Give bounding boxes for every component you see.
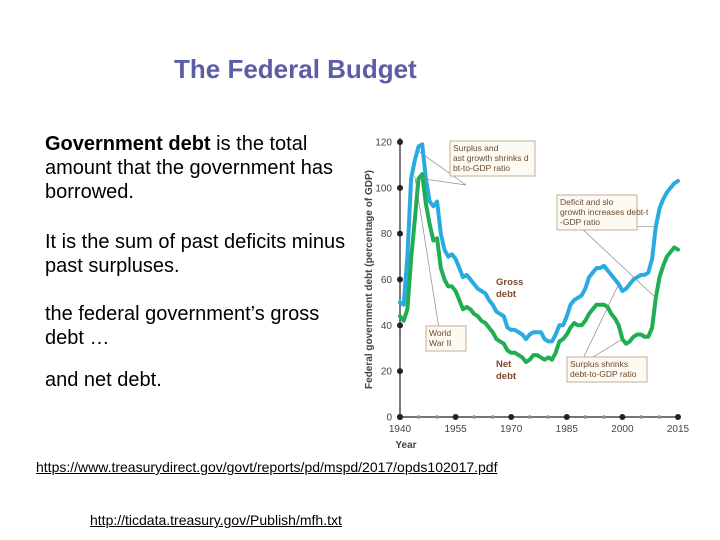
annotation-surplus-shrinks-box [566,356,648,383]
x-tick-dot-1950 [435,415,439,419]
x-tick-dot-1995 [602,415,606,419]
annotation-deficit-slow-growth-line-0: Deficit and slo [560,197,614,207]
x-tick-dot-1955 [452,414,459,420]
leader-line-ww2 [414,176,441,336]
leader-line-shrink-gross [579,283,620,366]
gross-debt-label-1: Gross [496,277,523,288]
y-tick-dot-20 [397,368,403,375]
y-tick-dot-100 [397,184,403,191]
x-tick-dot-2000 [619,414,626,420]
net-debt-line [398,172,680,364]
y-tick-label-100: 100 [375,183,392,194]
x-tick-dot-2010 [657,415,662,419]
x-tick-label-1985: 1985 [556,424,579,435]
term-government-debt: Government debt [45,133,211,155]
slide-title: The Federal Budget [174,54,417,84]
x-tick-dot-1970 [508,414,515,420]
x-axis-title: Year [395,440,416,451]
x-tick-dot-1990 [583,415,588,419]
paragraph-net-debt: and net debt. [45,369,162,391]
gross-debt-line [398,142,680,344]
x-tick-label-2015: 2015 [667,424,690,435]
paragraph-government-debt: Government debt is the total amount that… [45,132,350,204]
leader-line-surplus-net [422,178,467,186]
annotation-deficit-slow-growth-box [556,194,638,231]
debt-chart: 0 20 40 60 80 100 120 1940 1955 1970 1985 2000 2015 Y… [364,138,690,452]
x-tick-dot-1980 [546,415,551,419]
x-tick-dot-1985 [563,414,570,420]
annotation-deficit-slow-growth-line-1: growth increases debt-t [560,207,649,217]
y-tick-dot-120 [397,139,403,145]
x-tick-dot-1975 [527,415,532,419]
x-tick-dot-2015 [675,414,681,420]
x-tick-dot-2005 [639,415,643,419]
y-tick-dot-40 [397,322,403,329]
annotation-surplus-fast-growth-line-0: Surplus and [453,143,499,153]
y-tick-dot-60 [397,276,403,283]
annotation-deficit-slow-growth-line-2: -GDP ratio [560,217,600,227]
y-tick-label-40: 40 [381,321,393,332]
annotation-surplus-fast-growth-line-1: ast growth shrinks d [453,153,529,163]
annotation-surplus-shrinks-line-0: Surplus shrinks [570,359,628,369]
x-tick-label-1940: 1940 [389,424,412,435]
annotation-surplus-fast-growth-line-2: bt-to-GDP ratio [453,163,510,173]
annotation-world-war-ii-line-1: War II [429,338,451,348]
net-debt-label-1: Net [496,359,512,370]
leader-line-deficit-net [577,224,656,299]
x-tick-label-2000: 2000 [611,424,634,435]
x-tick-dot-1965 [490,415,495,419]
paragraph-sum-deficits: It is the sum of past deficits minus pas… [45,231,346,277]
leader-line-surplus-gross [418,150,467,186]
treasury-direct-link[interactable]: https://www.treasurydirect.gov/govt/repo… [36,459,498,475]
annotation-world-war-ii-box [425,325,467,352]
y-tick-label-20: 20 [381,367,393,378]
x-tick-label-1970: 1970 [500,424,523,435]
x-tick-dot-1940 [397,414,403,420]
y-tick-label-60: 60 [381,275,393,286]
x-tick-dot-1945 [416,415,421,419]
net-debt-label-2: debt [496,371,517,382]
definition-text: is the total amount that the government … [45,133,333,203]
paragraph-gross-debt: the federal government’s gross debt … [45,303,320,349]
y-axis-title: Federal government debt (percentage of G… [364,170,375,389]
annotation-surplus-fast-growth-box [449,140,536,177]
y-tick-label-120: 120 [375,138,392,149]
x-tick-label-1955: 1955 [444,424,467,435]
y-tick-label-80: 80 [381,229,393,240]
gross-debt-label-2: debt [496,289,517,300]
x-tick-dot-1960 [472,415,476,419]
y-tick-label-0: 0 [386,413,392,424]
annotation-world-war-ii-line-0: World [429,328,451,338]
annotation-surplus-shrinks-line-1: debt-to-GDP ratio [570,369,637,379]
ticdata-link[interactable]: http://ticdata.treasury.gov/Publish/mfh.… [90,512,342,528]
y-tick-dot-80 [397,230,403,237]
